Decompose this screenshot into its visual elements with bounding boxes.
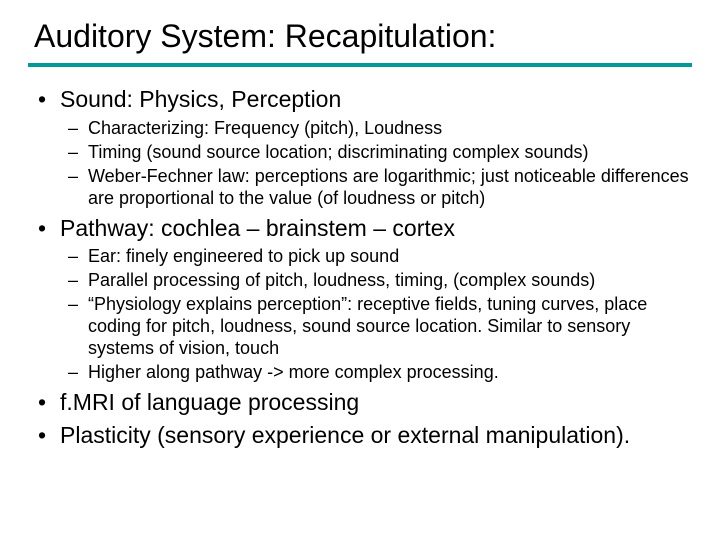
list-item: Pathway: cochlea – brainstem – cortex Ea… [32,214,692,384]
sub-bullet-text: Timing (sound source location; discrimin… [88,142,589,162]
sub-list: Characterizing: Frequency (pitch), Loudn… [60,118,692,210]
bullet-list: Sound: Physics, Perception Characterizin… [32,85,692,450]
sub-bullet-text: Weber-Fechner law: perceptions are logar… [88,166,689,208]
sub-list-item: “Physiology explains perception”: recept… [60,294,692,360]
sub-list: Ear: finely engineered to pick up sound … [60,246,692,384]
list-item: f.MRI of language processing [32,388,692,417]
list-item: Plasticity (sensory experience or extern… [32,421,692,450]
sub-list-item: Weber-Fechner law: perceptions are logar… [60,166,692,210]
sub-bullet-text: Characterizing: Frequency (pitch), Loudn… [88,118,442,138]
list-item: Sound: Physics, Perception Characterizin… [32,85,692,210]
bullet-text: Pathway: cochlea – brainstem – cortex [60,215,455,241]
title-underline [28,63,692,67]
sub-list-item: Ear: finely engineered to pick up sound [60,246,692,268]
sub-list-item: Timing (sound source location; discrimin… [60,142,692,164]
sub-bullet-text: Parallel processing of pitch, loudness, … [88,270,595,290]
slide-content: Sound: Physics, Perception Characterizin… [28,85,692,450]
slide-title: Auditory System: Recapitulation: [28,18,692,55]
bullet-text: f.MRI of language processing [60,389,359,415]
slide: Auditory System: Recapitulation: Sound: … [0,0,720,474]
sub-bullet-text: Ear: finely engineered to pick up sound [88,246,399,266]
sub-list-item: Characterizing: Frequency (pitch), Loudn… [60,118,692,140]
sub-bullet-text: “Physiology explains perception”: recept… [88,294,647,358]
sub-bullet-text: Higher along pathway -> more complex pro… [88,362,499,382]
bullet-text: Sound: Physics, Perception [60,86,341,112]
bullet-text: Plasticity (sensory experience or extern… [60,422,630,448]
sub-list-item: Higher along pathway -> more complex pro… [60,362,692,384]
sub-list-item: Parallel processing of pitch, loudness, … [60,270,692,292]
